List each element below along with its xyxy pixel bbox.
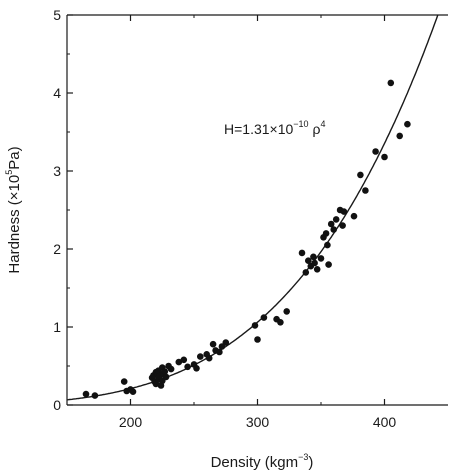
data-point [357, 171, 364, 179]
data-point [260, 314, 268, 321]
data-point [325, 261, 332, 268]
data-point [161, 368, 169, 375]
data-point [396, 132, 404, 140]
data-point [327, 220, 335, 228]
data-point [120, 378, 128, 385]
data-point [162, 373, 170, 381]
data-point [91, 392, 99, 399]
data-points-group [82, 79, 411, 399]
fit-curve [66, 14, 439, 401]
y-tick-label: 5 [53, 7, 61, 23]
x-tick-label: 300 [246, 414, 270, 430]
y-tick-label: 0 [53, 397, 61, 413]
data-point [216, 348, 223, 356]
data-point [167, 365, 175, 373]
data-point [362, 187, 369, 194]
data-point [175, 358, 183, 366]
data-point [340, 208, 348, 215]
x-axis-title-tail: ) [308, 454, 313, 471]
data-point [387, 79, 395, 87]
y-tick-label: 4 [53, 85, 61, 101]
annotation-base: H=1.31×10 [224, 121, 293, 137]
data-point [205, 354, 213, 362]
data-point [381, 153, 388, 161]
data-point [311, 259, 318, 267]
data-point [339, 222, 346, 229]
x-axis-title-base: Density (kgm [211, 454, 299, 471]
data-point [129, 388, 137, 396]
data-point [180, 356, 188, 364]
data-point [350, 212, 358, 220]
annotation-rho-exponent: 4 [320, 119, 325, 129]
ticks-group [66, 14, 386, 406]
data-point [251, 322, 259, 329]
data-point [332, 216, 340, 223]
annotation-exponent: −10 [293, 119, 308, 129]
y-axis-title: Hardness (×105Pa) [4, 146, 23, 273]
y-axis-title-sup: 5 [4, 170, 14, 175]
tick-labels-group: 0 1 2 3 4 5 200 300 400 [53, 7, 396, 430]
data-point [277, 319, 284, 326]
data-point [222, 339, 230, 346]
data-point [324, 241, 331, 249]
x-tick-label: 200 [119, 414, 143, 430]
annotation-rho: ρ [309, 121, 321, 137]
y-tick-label: 1 [53, 319, 61, 335]
y-axis-title-tail: Pa) [6, 146, 23, 169]
y-tick-label: 3 [53, 163, 61, 179]
x-axis-title-sup: −3 [298, 452, 308, 462]
data-point [313, 266, 321, 273]
data-point [184, 363, 191, 371]
data-point [302, 269, 310, 276]
x-tick-label: 400 [373, 414, 397, 430]
data-point [330, 226, 338, 233]
x-axis-title: Density (kgm−3) [211, 452, 314, 471]
data-point [254, 336, 261, 343]
y-tick-label: 2 [53, 241, 61, 257]
axes [66, 14, 448, 406]
data-point [305, 257, 312, 265]
data-point [82, 390, 90, 398]
data-point [283, 308, 291, 315]
data-point [197, 353, 204, 360]
data-point [298, 249, 306, 257]
data-point [372, 148, 379, 155]
data-point [322, 230, 330, 237]
data-point [310, 253, 317, 261]
data-point [404, 120, 411, 128]
fit-equation-annotation: H=1.31×10−10 ρ4 [224, 119, 325, 137]
data-point [193, 365, 200, 372]
data-point [209, 340, 217, 348]
y-axis-title-base: Hardness (×10 [6, 175, 23, 274]
data-point [317, 255, 325, 262]
